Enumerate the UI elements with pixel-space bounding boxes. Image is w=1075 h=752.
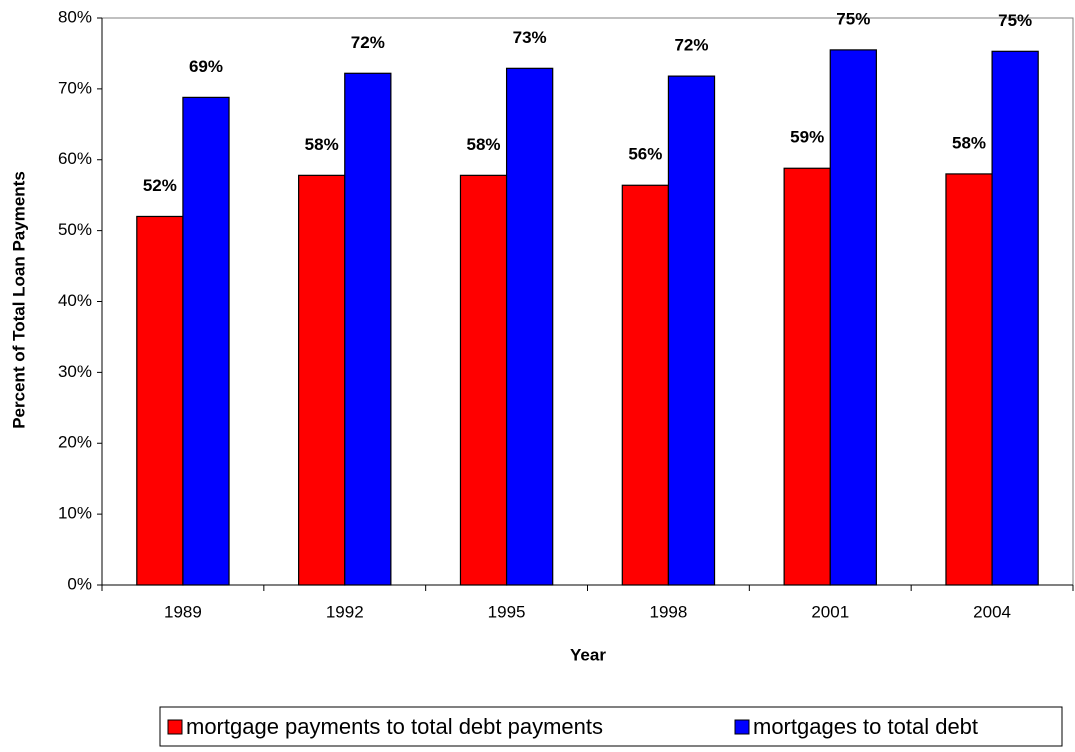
data-label: 69% (189, 57, 223, 76)
bar (783, 167, 831, 586)
data-label: 58% (467, 135, 501, 154)
bar (621, 184, 670, 586)
y-tick-label: 0% (67, 574, 92, 593)
legend-box (159, 706, 1063, 747)
x-tick-label: 1989 (164, 602, 202, 621)
bar (298, 174, 346, 586)
y-tick-label: 60% (58, 149, 92, 168)
data-label: 59% (790, 128, 824, 147)
legend-swatch (167, 719, 183, 735)
y-tick-label: 20% (58, 433, 92, 452)
bar (344, 72, 392, 586)
data-label: 56% (628, 145, 662, 164)
bar (505, 67, 554, 586)
data-label: 52% (143, 176, 177, 195)
x-tick-label: 1998 (650, 602, 688, 621)
y-tick-label: 80% (58, 7, 92, 26)
y-tick-label: 40% (58, 291, 92, 310)
bar (182, 96, 230, 586)
bar (667, 75, 716, 586)
x-tick-label: 1995 (488, 602, 526, 621)
y-tick-label: 10% (58, 504, 92, 523)
data-label: 72% (674, 36, 708, 55)
bar (459, 174, 508, 586)
data-label: 58% (305, 135, 339, 154)
y-axis-label: Percent of Total Loan Payments (9, 171, 28, 429)
legend-swatch (734, 719, 750, 735)
data-label: 75% (836, 9, 870, 28)
y-tick-label: 50% (58, 220, 92, 239)
plot-area (101, 17, 1074, 586)
y-tick-label: 30% (58, 362, 92, 381)
x-tick-label: 1992 (326, 602, 364, 621)
legend-label: mortgage payments to total debt payments (186, 714, 603, 739)
data-label: 72% (351, 33, 385, 52)
bar (829, 49, 877, 586)
x-axis-label: Year (570, 645, 606, 664)
bar (991, 50, 1039, 586)
data-label: 73% (513, 28, 547, 47)
y-tick-label: 70% (58, 78, 92, 97)
x-tick-label: 2004 (973, 602, 1011, 621)
x-tick-label: 2001 (811, 602, 849, 621)
data-label: 75% (998, 11, 1032, 30)
legend-label: mortgages to total debt (753, 714, 978, 739)
bar (945, 173, 993, 586)
bar (136, 215, 184, 586)
data-label: 58% (952, 133, 986, 152)
